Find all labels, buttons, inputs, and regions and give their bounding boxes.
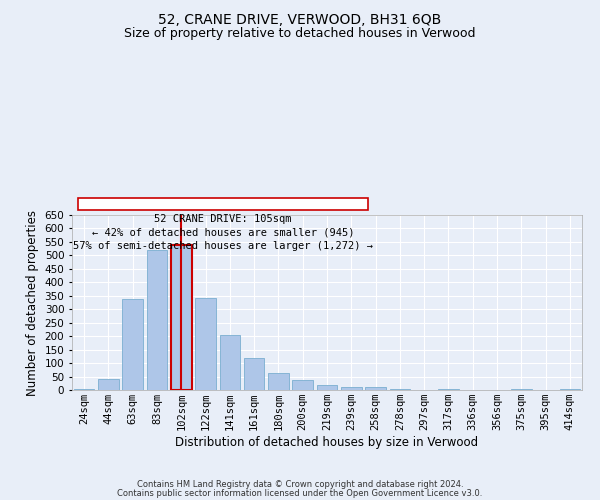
Bar	[268, 372, 289, 390]
Bar	[560, 389, 580, 390]
Text: Contains public sector information licensed under the Open Government Licence v3: Contains public sector information licen…	[118, 488, 482, 498]
Text: 52, CRANE DRIVE, VERWOOD, BH31 6QB: 52, CRANE DRIVE, VERWOOD, BH31 6QB	[158, 12, 442, 26]
Bar	[511, 389, 532, 390]
Text: Contains HM Land Registry data © Crown copyright and database right 2024.: Contains HM Land Registry data © Crown c…	[137, 480, 463, 489]
Bar	[195, 298, 216, 390]
Text: ← 42% of detached houses are smaller (945): ← 42% of detached houses are smaller (94…	[92, 228, 354, 237]
Bar	[292, 380, 313, 390]
X-axis label: Distribution of detached houses by size in Verwood: Distribution of detached houses by size …	[175, 436, 479, 449]
Bar	[389, 388, 410, 390]
Text: Size of property relative to detached houses in Verwood: Size of property relative to detached ho…	[124, 28, 476, 40]
Bar	[365, 388, 386, 390]
Bar	[341, 388, 362, 390]
Bar	[146, 250, 167, 390]
Bar	[171, 244, 191, 390]
Y-axis label: Number of detached properties: Number of detached properties	[26, 210, 39, 396]
Bar	[317, 386, 337, 390]
Text: 52 CRANE DRIVE: 105sqm: 52 CRANE DRIVE: 105sqm	[154, 214, 292, 224]
Bar	[220, 335, 240, 390]
Text: 57% of semi-detached houses are larger (1,272) →: 57% of semi-detached houses are larger (…	[73, 241, 373, 251]
Bar	[122, 300, 143, 390]
Bar	[74, 389, 94, 390]
Bar	[98, 378, 119, 390]
Bar	[244, 358, 265, 390]
Bar	[438, 388, 459, 390]
